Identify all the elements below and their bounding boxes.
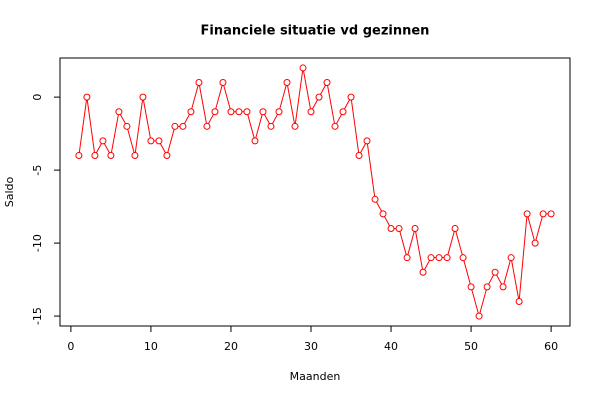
point [283, 79, 291, 87]
point [203, 122, 211, 130]
point [507, 254, 515, 262]
point [331, 122, 339, 130]
point [147, 137, 155, 145]
point [467, 283, 475, 291]
point [531, 239, 539, 247]
point [259, 108, 267, 116]
point [291, 122, 299, 130]
point [155, 137, 163, 145]
chart-title: Financiele situatie vd gezinnen [201, 24, 430, 39]
point [515, 297, 523, 305]
point [387, 224, 395, 232]
x-tick-label: 0 [67, 340, 74, 353]
point [171, 122, 179, 130]
y-tick-label: -10 [31, 234, 44, 252]
point [99, 137, 107, 145]
point [139, 93, 147, 101]
y-tick-label: -5 [31, 165, 44, 176]
point [235, 108, 243, 116]
y-tick-label: 0 [31, 94, 44, 101]
point [267, 122, 275, 130]
point [451, 224, 459, 232]
point [459, 254, 467, 262]
point [395, 224, 403, 232]
point [411, 224, 419, 232]
point [339, 108, 347, 116]
point [275, 108, 283, 116]
point [379, 210, 387, 218]
point [243, 108, 251, 116]
point [307, 108, 315, 116]
point [355, 152, 363, 160]
point [91, 152, 99, 160]
point [403, 254, 411, 262]
point [427, 254, 435, 262]
x-tick-label: 10 [144, 340, 158, 353]
x-tick-label: 20 [224, 340, 238, 353]
point [371, 195, 379, 203]
point [219, 79, 227, 87]
point [179, 122, 187, 130]
x-tick-label: 60 [544, 340, 558, 353]
x-axis-label: Maanden [290, 370, 341, 383]
point [131, 152, 139, 160]
point [523, 210, 531, 218]
y-axis-label: Saldo [3, 176, 16, 207]
point [187, 108, 195, 116]
y-tick-label: -15 [31, 307, 44, 325]
point [323, 79, 331, 87]
point [499, 283, 507, 291]
point [75, 152, 83, 160]
point [547, 210, 555, 218]
point [419, 268, 427, 276]
point [211, 108, 219, 116]
point [363, 137, 371, 145]
point [123, 122, 131, 130]
plot-box [59, 57, 571, 327]
point [491, 268, 499, 276]
point [483, 283, 491, 291]
point [475, 312, 483, 320]
series-line [78, 67, 552, 318]
point [435, 254, 443, 262]
point [107, 152, 115, 160]
point [163, 152, 171, 160]
point [251, 137, 259, 145]
point [195, 79, 203, 87]
point [315, 93, 323, 101]
x-tick-label: 30 [304, 340, 318, 353]
x-tick-label: 50 [464, 340, 478, 353]
point [299, 64, 307, 72]
x-tick-label: 40 [384, 340, 398, 353]
point [227, 108, 235, 116]
point [443, 254, 451, 262]
point [115, 108, 123, 116]
point [347, 93, 355, 101]
point [83, 93, 91, 101]
point [539, 210, 547, 218]
